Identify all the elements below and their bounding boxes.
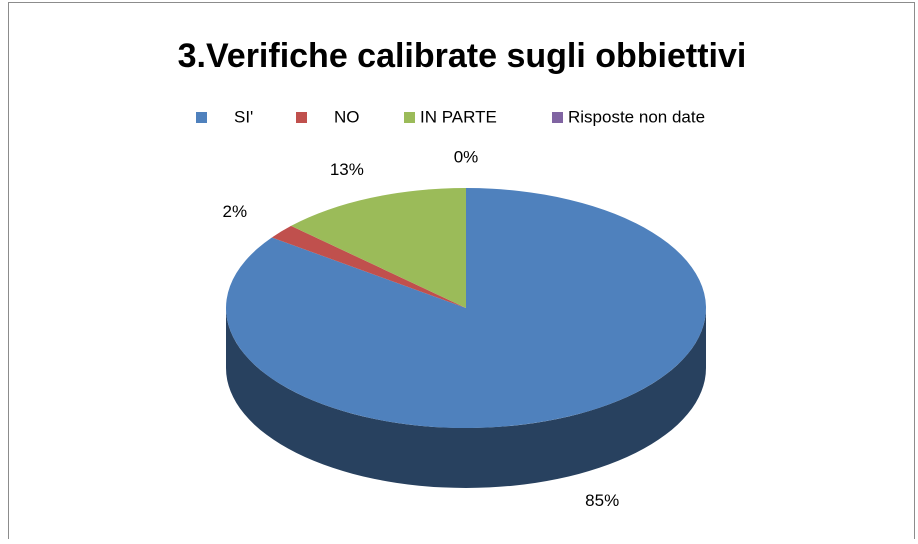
legend-swatch bbox=[196, 112, 207, 123]
data-label: 13% bbox=[330, 160, 364, 179]
data-label: 2% bbox=[223, 202, 248, 221]
pie-slice bbox=[291, 188, 466, 308]
data-label: 0% bbox=[454, 147, 479, 166]
legend-swatch bbox=[552, 112, 563, 123]
pie-slice bbox=[271, 225, 466, 308]
data-label: 85% bbox=[585, 491, 619, 510]
legend-label: IN PARTE bbox=[420, 107, 497, 126]
legend-label: NO bbox=[334, 107, 360, 126]
legend-swatch bbox=[404, 112, 415, 123]
legend-swatch bbox=[296, 112, 307, 123]
pie-slice bbox=[226, 188, 707, 429]
legend-label: SI' bbox=[234, 107, 253, 126]
legend-label: Risposte non date bbox=[568, 107, 705, 126]
chart-title: 3.Verifiche calibrate sugli obbiettivi bbox=[178, 37, 747, 75]
pie-side bbox=[226, 308, 706, 488]
